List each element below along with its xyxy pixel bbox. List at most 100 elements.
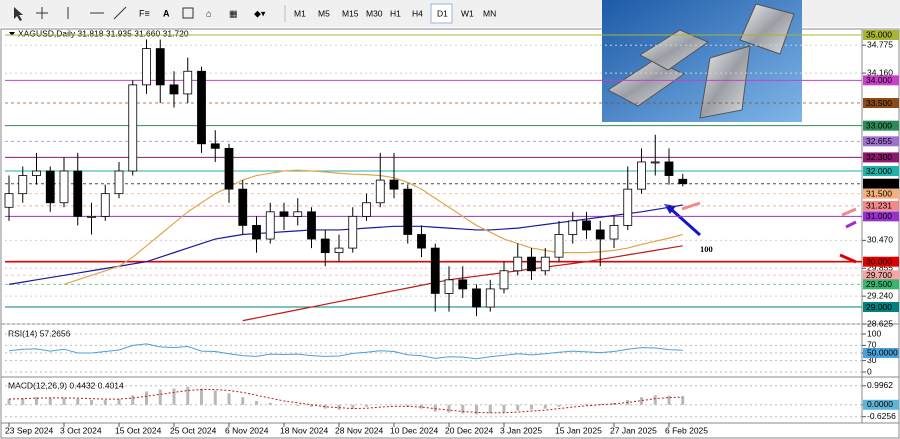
x-tick-label: 27 Jan 2025 <box>610 425 657 435</box>
timeframe-button[interactable]: D1 <box>437 8 448 18</box>
shapes-tool[interactable]: ⌂ <box>206 8 211 18</box>
bar <box>639 29 710 71</box>
silver-bars-picture <box>602 0 802 122</box>
bar <box>699 45 751 119</box>
macd-bar <box>7 399 11 405</box>
candle-body <box>197 70 206 145</box>
macd-title: MACD(12,26,9) 0.4432 0.4014 <box>8 380 124 390</box>
macd-bar <box>241 397 245 405</box>
macd-bar <box>21 398 25 405</box>
candle-body <box>307 211 316 240</box>
candle-body <box>389 179 399 190</box>
cursor-icon[interactable] <box>14 7 23 21</box>
candle-body <box>59 170 69 204</box>
price-label: 29.700 <box>866 270 892 280</box>
pink-arrow <box>841 207 857 217</box>
macd-bar <box>117 399 121 405</box>
candle-body <box>595 229 605 240</box>
macd-bar <box>158 389 162 405</box>
y-tick-label: 30 <box>867 355 877 365</box>
timeframe-button[interactable]: M5 <box>318 8 330 18</box>
macd-bar <box>76 399 80 405</box>
arrows-tool[interactable]: ◆▾ <box>254 8 266 18</box>
candle-body <box>485 288 495 308</box>
candle-body <box>554 234 564 258</box>
timeframe-button[interactable]: M15 <box>342 8 359 18</box>
rsi-title: RSI(14) 57.2656 <box>8 328 71 338</box>
text-tool[interactable]: A <box>163 8 170 18</box>
timeframe-button[interactable]: H1 <box>390 8 401 18</box>
line-tools[interactable] <box>67 6 127 20</box>
macd-bar <box>475 404 478 415</box>
candle-body <box>637 161 646 190</box>
period-tool[interactable]: ▦ <box>229 8 238 18</box>
candle-body <box>252 225 261 240</box>
price-label: 31.720 <box>866 178 892 188</box>
timeframe-button[interactable]: H4 <box>412 8 423 18</box>
candle-body <box>210 143 220 149</box>
macd-bar <box>488 404 492 414</box>
crosshair-icon[interactable] <box>36 7 48 19</box>
x-tick-label: 23 Sep 2024 <box>5 425 53 435</box>
y-tick-label: 29.240 <box>867 290 893 300</box>
macd-bar <box>172 388 176 405</box>
macd-bar <box>351 404 355 409</box>
timeframe-button[interactable]: W1 <box>461 8 474 18</box>
timeframe-button[interactable]: MN <box>483 8 496 18</box>
candle-body <box>293 211 303 217</box>
macd-bar <box>543 404 547 409</box>
price-label-box <box>863 211 899 222</box>
candle-body <box>664 161 674 176</box>
macd-bar <box>612 402 616 405</box>
candle-body <box>224 147 234 190</box>
x-tick-label: 20 Dec 2024 <box>445 425 493 435</box>
price-label: 32.000 <box>866 166 892 176</box>
macd-bar <box>213 390 217 405</box>
candle-body <box>279 211 289 217</box>
text-tool[interactable]: F≡ <box>139 8 150 18</box>
price-label-box <box>863 120 899 131</box>
candle-body <box>609 225 619 240</box>
chart-frame <box>0 28 900 439</box>
candle-body <box>403 188 413 235</box>
price-label-box <box>863 98 899 108</box>
collapse-icon <box>9 32 15 36</box>
price-label-box <box>863 256 899 267</box>
x-tick-label: 10 Dec 2024 <box>390 425 438 435</box>
bar <box>607 59 685 107</box>
candle-body <box>73 170 83 217</box>
candle-body <box>430 247 440 294</box>
price-label-box <box>863 200 899 211</box>
y-tick-label: 0.9962 <box>867 380 893 390</box>
candle-body <box>45 170 55 204</box>
macd-bar <box>653 395 657 405</box>
price-label: 30.000 <box>866 256 892 266</box>
candle-body <box>169 84 179 95</box>
macd-bar <box>502 404 506 413</box>
macd-bar <box>640 397 643 405</box>
macd-bar <box>227 393 231 405</box>
macd-bar <box>90 400 93 405</box>
macd-bar <box>557 404 561 407</box>
x-tick-label: 15 Oct 2024 <box>115 425 162 435</box>
macd-bar <box>35 397 38 405</box>
label-tool[interactable] <box>182 7 194 19</box>
chart-header: XAGUSD,Daily 31.818 31.935 31.660 31.720 <box>18 28 189 38</box>
red-arrow <box>839 253 857 264</box>
macd-bar <box>406 404 410 407</box>
y-tick-label: 34.160 <box>867 67 893 77</box>
candle-body <box>183 70 193 95</box>
price-label-box <box>863 136 899 147</box>
candle-body <box>100 193 110 217</box>
timeframe-button[interactable]: M1 <box>294 8 306 18</box>
candle-body <box>582 220 591 231</box>
timeframe-button[interactable]: M30 <box>366 8 383 18</box>
price-label: 33.000 <box>866 120 892 130</box>
y-tick-label: 100 <box>867 328 881 338</box>
price-label-box <box>863 29 899 40</box>
candle-body <box>362 202 371 217</box>
x-tick-label: 3 Oct 2024 <box>60 425 102 435</box>
price-label-box <box>863 166 899 177</box>
annotation-arrow <box>671 208 701 237</box>
